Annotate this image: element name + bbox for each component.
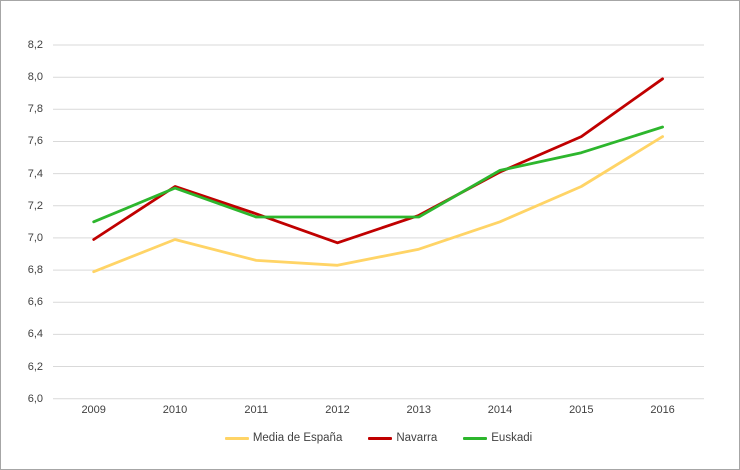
legend-swatch-icon <box>463 436 488 440</box>
legend-item: Navarra <box>368 432 437 444</box>
y-tick-label: 7,8 <box>27 103 43 116</box>
x-tick-label: 2009 <box>81 404 106 416</box>
series-line-media-de-espa-a <box>92 135 664 274</box>
series-line-euskadi <box>92 125 664 224</box>
legend-label: Euskadi <box>491 432 533 444</box>
x-tick-label: 2016 <box>650 404 675 416</box>
y-tick-label: 8,0 <box>27 71 43 84</box>
legend-item: Media de España <box>224 432 343 444</box>
legend-item: Euskadi <box>463 432 532 444</box>
y-tick-label: 6,6 <box>27 296 43 309</box>
x-tick-label: 2011 <box>244 404 269 416</box>
chart-legend: Media de España Navarra Euskadi <box>53 432 704 444</box>
y-tick-label: 6,2 <box>27 360 43 373</box>
y-tick-label: 6,4 <box>27 328 43 341</box>
y-tick-label: 6,0 <box>27 392 43 405</box>
y-tick-label: 7,4 <box>27 167 43 180</box>
legend-swatch-icon <box>224 436 249 440</box>
x-tick-label: 2013 <box>406 404 431 416</box>
y-tick-label: 7,2 <box>27 199 43 212</box>
legend-label: Navarra <box>396 432 438 444</box>
legend-swatch-icon <box>368 436 393 440</box>
x-tick-label: 2015 <box>569 404 594 416</box>
series-line-navarra <box>92 77 664 245</box>
legend-label: Media de España <box>252 432 343 444</box>
x-tick-label: 2014 <box>487 404 513 416</box>
y-tick-label: 7,0 <box>27 231 43 244</box>
y-tick-label: 6,8 <box>27 264 43 277</box>
y-tick-label: 8,2 <box>27 39 43 51</box>
x-tick-label: 2010 <box>162 404 188 416</box>
y-tick-label: 7,6 <box>27 135 43 148</box>
x-tick-label: 2012 <box>325 404 350 416</box>
